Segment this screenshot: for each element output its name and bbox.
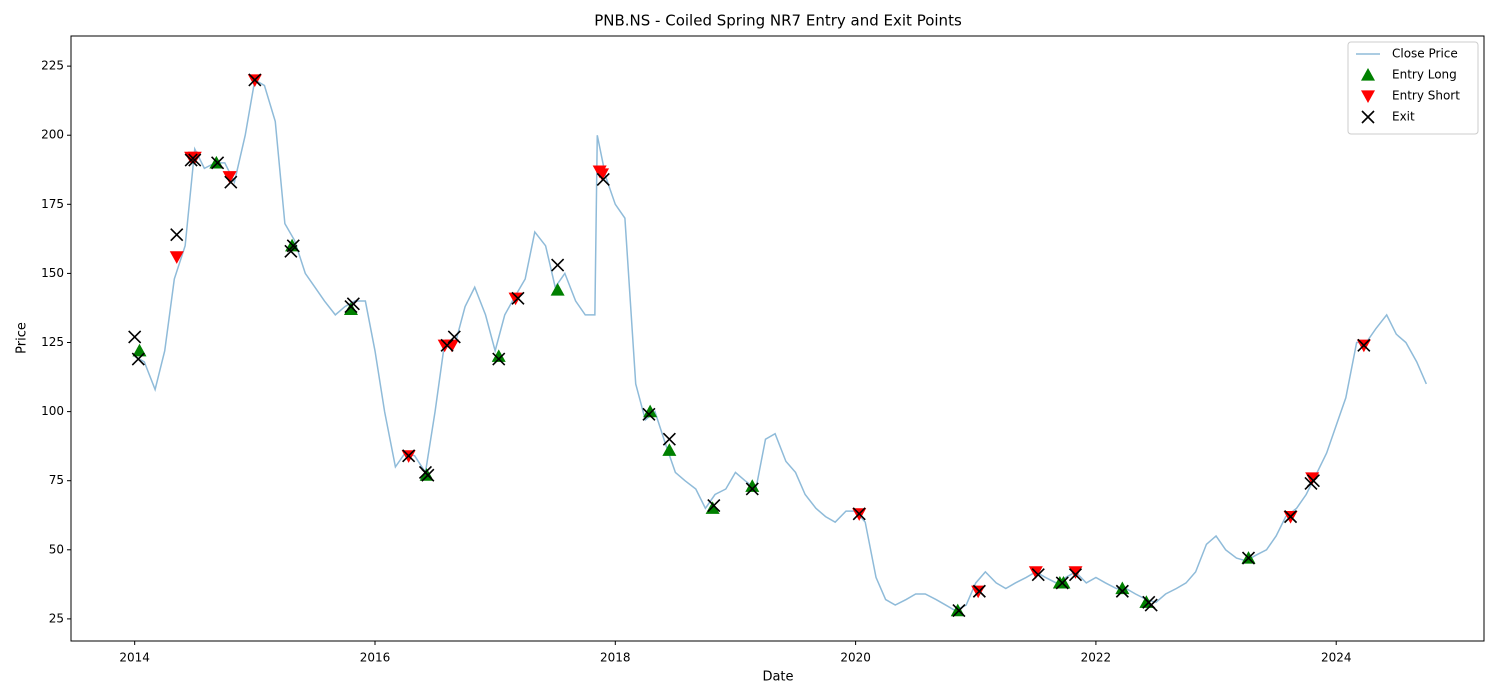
- point: [1055, 576, 1069, 590]
- chart-title: PNB.NS - Coiled Spring NR7 Entry and Exi…: [594, 12, 962, 30]
- legend-handle: [1361, 68, 1375, 81]
- close-price-line: [134, 78, 1428, 612]
- point: [188, 153, 202, 167]
- point: [170, 228, 184, 242]
- point: [952, 604, 966, 618]
- point: [346, 297, 360, 311]
- y-axis-label: Price: [15, 322, 30, 354]
- y-tick-label: 175: [41, 197, 64, 211]
- point: [447, 330, 461, 344]
- point: [745, 479, 760, 492]
- point: [1068, 566, 1083, 579]
- point: [421, 468, 435, 482]
- x-axis-label: Date: [762, 670, 793, 685]
- point: [492, 352, 506, 366]
- point: [662, 432, 676, 446]
- y-tick-label: 50: [49, 542, 64, 556]
- point: [511, 291, 525, 305]
- point: [184, 153, 198, 167]
- y-tick-label: 75: [49, 473, 64, 487]
- y-tick-label: 225: [41, 59, 64, 73]
- point: [1241, 551, 1256, 565]
- point: [707, 499, 721, 513]
- legend-handle: [1361, 90, 1375, 103]
- y-tick-label: 150: [41, 266, 64, 280]
- point: [1068, 568, 1083, 582]
- point: [211, 156, 225, 170]
- point: [1115, 581, 1130, 595]
- point: [131, 352, 145, 366]
- x-tick-label: 2024: [1321, 651, 1352, 665]
- x-tick-label: 2014: [119, 651, 150, 665]
- x-tick-label: 2018: [600, 651, 631, 665]
- point: [132, 343, 147, 357]
- point: [222, 171, 237, 184]
- legend-label: Close Price: [1392, 47, 1458, 61]
- point: [972, 584, 986, 598]
- point: [491, 349, 506, 362]
- point: [596, 172, 610, 187]
- point: [1115, 584, 1129, 598]
- x-tick-label: 2020: [840, 651, 871, 665]
- point: [402, 449, 416, 463]
- point: [595, 168, 610, 181]
- point: [1144, 598, 1158, 612]
- legend-label: Entry Long: [1392, 68, 1457, 82]
- point: [248, 73, 262, 87]
- y-tick-label: 125: [41, 335, 64, 349]
- y-tick-label: 100: [41, 404, 64, 418]
- point: [1357, 338, 1371, 352]
- point: [169, 251, 184, 264]
- legend-label: Entry Short: [1392, 89, 1460, 103]
- point: [662, 443, 677, 456]
- legend-box: [1347, 41, 1479, 135]
- point: [550, 282, 565, 296]
- point: [1283, 510, 1298, 524]
- point: [1306, 474, 1320, 488]
- legend-handle: [1361, 110, 1375, 124]
- x-tick-label: 2016: [360, 651, 391, 665]
- point: [286, 239, 300, 253]
- point: [642, 407, 656, 421]
- point: [508, 292, 523, 306]
- point: [745, 482, 759, 496]
- point: [343, 302, 358, 315]
- point: [643, 404, 658, 418]
- point: [128, 330, 142, 344]
- legend-label: Exit: [1392, 110, 1415, 124]
- y-tick-label: 25: [49, 611, 64, 625]
- point: [551, 258, 565, 272]
- point: [852, 507, 866, 521]
- plot-frame: [70, 35, 1485, 642]
- point: [1031, 568, 1045, 582]
- x-tick-label: 2022: [1081, 651, 1112, 665]
- point: [224, 175, 238, 189]
- point: [187, 151, 202, 165]
- y-tick-label: 200: [41, 128, 64, 142]
